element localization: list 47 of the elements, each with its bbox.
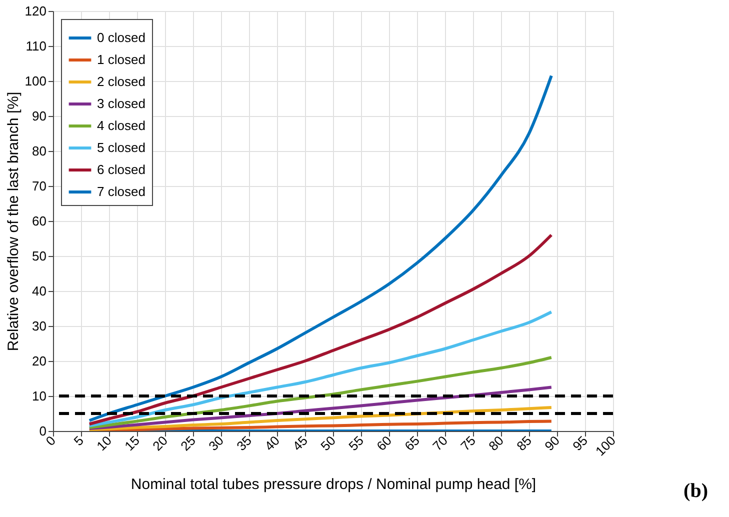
legend-label: 2 closed — [97, 74, 146, 89]
y-tick-label: 70 — [32, 178, 46, 194]
x-tick-label: 100 — [592, 432, 618, 459]
x-tick-label: 70 — [430, 432, 450, 454]
x-tick-label: 30 — [206, 432, 226, 454]
x-tick-label: 10 — [94, 432, 114, 454]
line-series — [88, 356, 553, 429]
x-tick-label: 65 — [402, 432, 422, 454]
x-tick-label: 50 — [318, 432, 338, 454]
y-tick-label: 110 — [26, 38, 46, 54]
line-series — [88, 74, 553, 422]
x-tick-label: 45 — [290, 432, 310, 454]
legend-label: 3 closed — [97, 96, 146, 111]
y-tick-label: 80 — [32, 144, 46, 158]
legend-label: 6 closed — [97, 162, 146, 177]
line-series — [88, 310, 553, 428]
y-tick-label: 30 — [32, 318, 46, 334]
y-tick-label: 50 — [32, 248, 46, 264]
x-tick-label: 95 — [570, 432, 590, 454]
legend-label: 5 closed — [97, 140, 146, 155]
legend-label: 4 closed — [97, 118, 146, 133]
x-axis-title: Nominal total tubes pressure drops / Nominal pump head [%] — [130, 476, 536, 493]
y-tick-label: 10 — [32, 388, 46, 404]
legend-label: 1 closed — [97, 52, 146, 67]
y-tick-label: 40 — [32, 284, 46, 298]
x-tick-label: 15 — [122, 432, 142, 454]
x-tick-label: 90 — [542, 432, 562, 454]
x-tick-label: 35 — [234, 432, 254, 454]
legend-label: 7 closed — [97, 184, 146, 199]
x-tick-label: 25 — [178, 432, 198, 454]
text: (b) — [684, 480, 708, 502]
y-tick-label: 20 — [32, 354, 46, 368]
line-series — [88, 234, 553, 426]
x-tick-label: 40 — [262, 432, 282, 454]
y-tick-label: 100 — [24, 74, 46, 88]
x-tick-label: 55 — [346, 432, 366, 454]
y-tick-label: 120 — [24, 4, 46, 18]
x-tick-label: 60 — [374, 432, 394, 454]
y-axis-title: Relative overflow of the last branch [%] — [4, 92, 22, 352]
x-tick-label: 85 — [514, 432, 534, 454]
y-tick-label: 90 — [32, 108, 46, 124]
x-tick-label: 20 — [150, 432, 170, 454]
x-tick-label: 75 — [458, 432, 478, 454]
x-tick-label: 80 — [486, 432, 506, 454]
y-tick-label: 60 — [32, 214, 46, 228]
x-tick-label: 5 — [70, 432, 86, 449]
legend-label: 0 closed — [97, 30, 146, 45]
